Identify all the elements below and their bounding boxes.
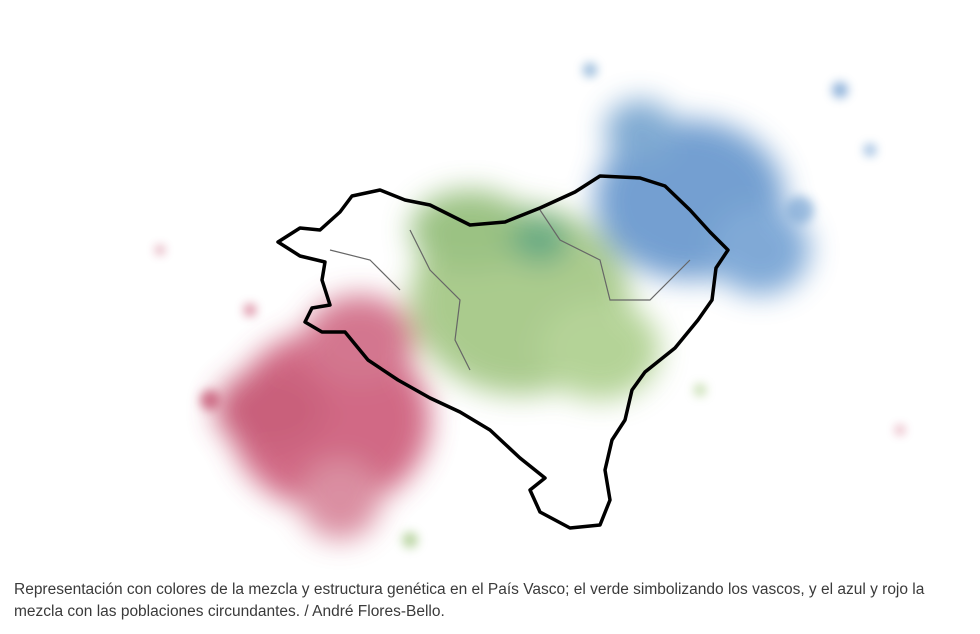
map-illustration xyxy=(156,63,904,548)
splatter xyxy=(156,63,904,548)
caption: Representación con colores de la mezcla … xyxy=(14,581,925,620)
province-border xyxy=(329,209,691,371)
watercolor-wash xyxy=(215,100,810,540)
region-outline xyxy=(276,174,730,530)
